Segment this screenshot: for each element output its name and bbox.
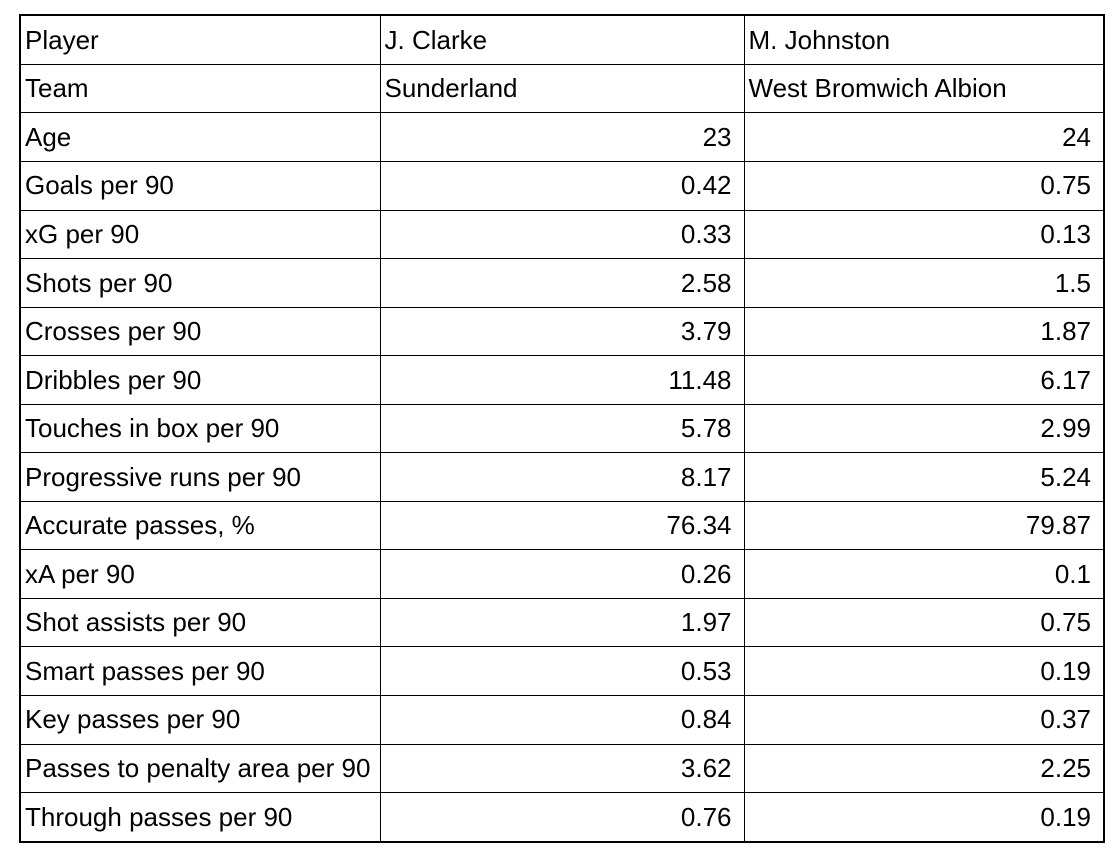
johnston-value: 6.17: [743, 355, 1105, 405]
table-row: Shots per 90 2.58 1.5: [19, 258, 1105, 308]
table-row: Goals per 90 0.42 0.75: [19, 160, 1105, 211]
clarke-value: 8.17: [379, 452, 745, 502]
clarke-value: Sunderland: [379, 63, 745, 114]
johnston-value: 1.87: [743, 306, 1105, 357]
metric-label: Team: [19, 63, 381, 114]
metric-label: Progressive runs per 90: [19, 452, 381, 502]
clarke-value: 0.53: [379, 646, 745, 696]
table-row: Player J. Clarke M. Johnston: [19, 14, 1105, 65]
metric-label: Through passes per 90: [19, 792, 381, 843]
johnston-value: 2.99: [743, 403, 1105, 454]
metric-label: Goals per 90: [19, 160, 381, 211]
metric-label: Key passes per 90: [19, 694, 381, 745]
johnston-value: 0.1: [743, 549, 1105, 599]
clarke-value: 23: [379, 112, 745, 162]
metric-label: Touches in box per 90: [19, 403, 381, 454]
metric-label: Crosses per 90: [19, 306, 381, 357]
table-row: Team Sunderland West Bromwich Albion: [19, 63, 1105, 114]
stats-table-body: Player J. Clarke M. Johnston Team Sunderland…: [19, 14, 1105, 843]
table-row: Accurate passes, % 76.34 79.87: [19, 500, 1105, 551]
johnston-value: 0.75: [743, 597, 1105, 648]
metric-label: xA per 90: [19, 549, 381, 599]
clarke-value: 3.79: [379, 306, 745, 357]
clarke-value: 76.34: [379, 500, 745, 551]
clarke-value: 0.26: [379, 549, 745, 599]
johnston-value: 2.25: [743, 743, 1105, 794]
clarke-value: 5.78: [379, 403, 745, 454]
johnston-value: 0.19: [743, 646, 1105, 696]
metric-label: Passes to penalty area per 90: [19, 743, 381, 794]
clarke-value: 3.62: [379, 743, 745, 794]
clarke-value: 0.84: [379, 694, 745, 745]
johnston-value: West Bromwich Albion: [743, 63, 1105, 114]
clarke-value: 0.42: [379, 160, 745, 211]
clarke-value: 0.33: [379, 209, 745, 260]
table-row: Shot assists per 90 1.97 0.75: [19, 597, 1105, 648]
table-row: Progressive runs per 90 8.17 5.24: [19, 452, 1105, 502]
metric-label: Smart passes per 90: [19, 646, 381, 696]
table-row: xG per 90 0.33 0.13: [19, 209, 1105, 260]
metric-label: Dribbles per 90: [19, 355, 381, 405]
johnston-value: 0.37: [743, 694, 1105, 745]
metric-label: Shot assists per 90: [19, 597, 381, 648]
table-row: xA per 90 0.26 0.1: [19, 549, 1105, 599]
clarke-value: 2.58: [379, 258, 745, 308]
clarke-value: J. Clarke: [379, 14, 745, 65]
johnston-value: 0.13: [743, 209, 1105, 260]
table-row: Key passes per 90 0.84 0.37: [19, 694, 1105, 745]
johnston-value: 1.5: [743, 258, 1105, 308]
table-row: Smart passes per 90 0.53 0.19: [19, 646, 1105, 696]
table-row: Age 23 24: [19, 112, 1105, 162]
johnston-value: 5.24: [743, 452, 1105, 502]
johnston-value: 0.19: [743, 792, 1105, 843]
metric-label: xG per 90: [19, 209, 381, 260]
table-row: Crosses per 90 3.79 1.87: [19, 306, 1105, 357]
player-comparison-table: Player J. Clarke M. Johnston Team Sunderland…: [19, 14, 1105, 843]
johnston-value: 79.87: [743, 500, 1105, 551]
metric-label: Shots per 90: [19, 258, 381, 308]
metric-label: Accurate passes, %: [19, 500, 381, 551]
table-row: Touches in box per 90 5.78 2.99: [19, 403, 1105, 454]
clarke-value: 1.97: [379, 597, 745, 648]
metric-label: Player: [19, 14, 381, 65]
clarke-value: 11.48: [379, 355, 745, 405]
metric-label: Age: [19, 112, 381, 162]
johnston-value: M. Johnston: [743, 14, 1105, 65]
johnston-value: 24: [743, 112, 1105, 162]
johnston-value: 0.75: [743, 160, 1105, 211]
table-row: Dribbles per 90 11.48 6.17: [19, 355, 1105, 405]
table-row: Through passes per 90 0.76 0.19: [19, 792, 1105, 843]
table-row: Passes to penalty area per 90 3.62 2.25: [19, 743, 1105, 794]
clarke-value: 0.76: [379, 792, 745, 843]
